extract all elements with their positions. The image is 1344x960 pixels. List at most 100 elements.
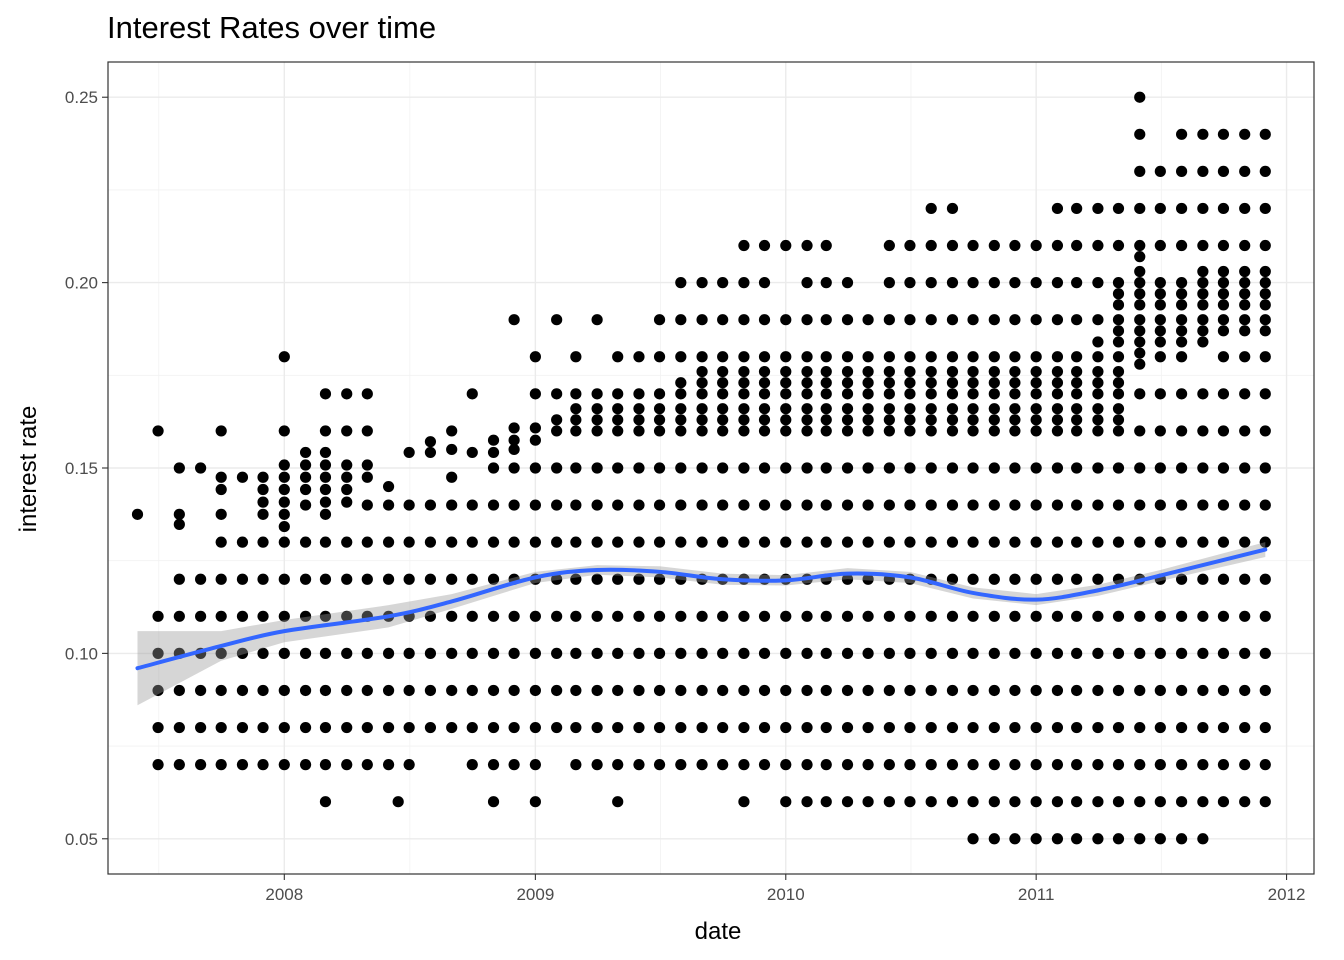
- data-point: [1217, 239, 1230, 252]
- data-point: [801, 796, 813, 808]
- data-point: [1154, 351, 1166, 363]
- data-point: [1030, 351, 1042, 363]
- data-point: [1239, 239, 1251, 252]
- data-point: [1239, 425, 1251, 437]
- data-point: [278, 536, 290, 548]
- data-point: [925, 314, 937, 326]
- data-point: [278, 425, 290, 437]
- data-point: [591, 403, 603, 415]
- data-point: [446, 647, 458, 659]
- data-point: [257, 483, 269, 496]
- data-point: [862, 314, 874, 326]
- data-point: [780, 759, 792, 771]
- data-point: [446, 536, 458, 548]
- data-point: [925, 239, 937, 252]
- data-point: [904, 388, 916, 400]
- data-point: [215, 647, 227, 659]
- data-point: [1239, 462, 1251, 474]
- data-point: [1051, 377, 1064, 389]
- data-point: [1030, 647, 1042, 659]
- data-point: [591, 314, 603, 326]
- data-point: [717, 684, 729, 697]
- data-point: [1030, 536, 1042, 548]
- data-point: [1259, 462, 1271, 474]
- data-point: [466, 536, 478, 548]
- data-point: [988, 314, 1000, 326]
- data-point: [591, 647, 603, 659]
- data-point: [1154, 202, 1166, 215]
- data-point: [862, 647, 874, 659]
- data-point: [1239, 299, 1251, 311]
- data-point: [1051, 796, 1064, 808]
- data-point: [758, 425, 771, 437]
- data-point: [1051, 202, 1064, 215]
- data-point: [278, 508, 290, 520]
- data-point: [841, 462, 854, 474]
- data-point: [1134, 462, 1146, 474]
- data-point: [1030, 499, 1042, 511]
- data-point: [1030, 796, 1042, 808]
- data-point: [612, 414, 624, 426]
- data-point: [988, 499, 1000, 511]
- data-point: [1009, 414, 1021, 426]
- data-point: [1239, 721, 1251, 734]
- data-point: [1134, 759, 1146, 771]
- data-point: [446, 425, 458, 437]
- data-point: [1197, 647, 1209, 659]
- data-point: [988, 759, 1000, 771]
- data-point: [820, 277, 832, 289]
- data-point: [653, 759, 666, 771]
- data-point: [758, 536, 771, 548]
- data-point: [820, 684, 832, 697]
- data-point: [780, 377, 792, 389]
- data-point: [653, 414, 666, 426]
- data-point: [738, 610, 750, 622]
- data-point: [319, 536, 332, 548]
- data-point: [946, 499, 959, 511]
- data-point: [1071, 610, 1083, 622]
- data-point: [319, 647, 332, 659]
- data-point: [758, 351, 771, 363]
- data-point: [487, 462, 500, 474]
- data-point: [1134, 796, 1146, 808]
- data-point: [904, 684, 916, 697]
- data-point: [570, 351, 582, 363]
- data-point: [967, 388, 979, 400]
- data-point: [570, 647, 582, 659]
- data-point: [1009, 833, 1021, 845]
- data-point: [883, 684, 895, 697]
- data-point: [1154, 796, 1166, 808]
- data-point: [1112, 833, 1125, 845]
- data-point: [551, 721, 563, 734]
- data-point: [988, 351, 1000, 363]
- data-point: [862, 721, 874, 734]
- data-point: [925, 425, 937, 437]
- data-point: [1154, 647, 1166, 659]
- data-point: [758, 314, 771, 326]
- data-point: [758, 277, 771, 289]
- data-point: [780, 462, 792, 474]
- data-point: [1154, 536, 1166, 548]
- data-point: [904, 403, 916, 415]
- data-point: [319, 471, 332, 483]
- data-point: [278, 483, 290, 496]
- data-point: [612, 403, 624, 415]
- data-point: [1092, 414, 1104, 426]
- data-point: [801, 610, 813, 622]
- data-point: [820, 462, 832, 474]
- data-point: [1112, 414, 1125, 426]
- data-point: [862, 351, 874, 363]
- data-point: [1259, 202, 1271, 215]
- data-point: [883, 351, 895, 363]
- data-point: [446, 721, 458, 734]
- data-point: [1197, 759, 1209, 771]
- data-point: [1112, 325, 1125, 337]
- data-point: [319, 425, 332, 437]
- data-point: [1134, 251, 1146, 263]
- data-point: [1239, 128, 1251, 140]
- data-point: [967, 647, 979, 659]
- data-point: [341, 459, 353, 471]
- data-point: [1009, 759, 1021, 771]
- data-point: [382, 536, 395, 548]
- data-point: [758, 499, 771, 511]
